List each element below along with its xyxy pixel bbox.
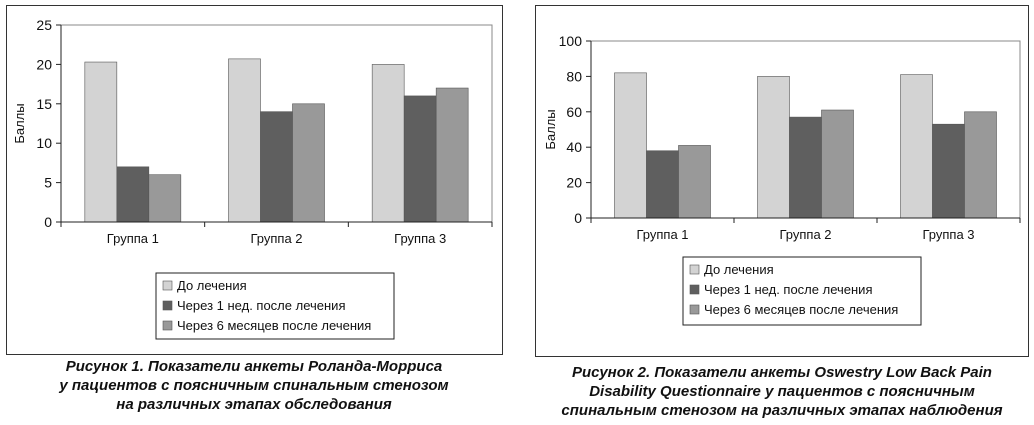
bar	[900, 74, 933, 219]
chart-2-caption-line: Рисунок 2. Показатели анкеты Oswestry Lo…	[572, 364, 992, 381]
bar	[435, 87, 469, 223]
chart-1-caption-line: у пациентов с поясничным спинальным стен…	[59, 377, 449, 394]
y-tick-label: 60	[566, 104, 582, 120]
y-tick-label: 80	[566, 68, 582, 84]
bar	[932, 123, 965, 219]
bar	[371, 64, 405, 223]
x-tick-label: Группа 1	[107, 231, 159, 246]
legend-entry: Через 6 месяцев после лечения	[177, 318, 371, 333]
legend-entry: Через 1 нед. после лечения	[177, 298, 345, 313]
y-tick-label: 20	[566, 175, 582, 191]
legend-swatch	[689, 264, 700, 275]
bar	[757, 76, 790, 219]
x-tick-label: Группа 1	[636, 227, 688, 242]
bar	[148, 174, 182, 223]
chart-1-caption-line: на различных этапах обследования	[116, 396, 392, 413]
chart-2-caption: Рисунок 2. Показатели анкеты Oswestry Lo…	[535, 363, 1029, 420]
chart-1-caption: Рисунок 1. Показатели анкеты Роланда-Мор…	[6, 357, 502, 414]
y-tick-label: 100	[559, 33, 583, 49]
y-tick-label: 5	[44, 175, 52, 191]
legend-entry: До лечения	[177, 278, 247, 293]
x-tick-label: Группа 3	[922, 227, 974, 242]
y-tick-label: 10	[36, 135, 52, 151]
legend	[155, 272, 395, 340]
chart-2-caption-line: Disability Questionnaire у пациентов с п…	[589, 383, 975, 400]
bar	[821, 109, 854, 219]
legend-entry: Через 1 нед. после лечения	[704, 282, 872, 297]
x-tick-label: Группа 2	[779, 227, 831, 242]
y-axis-label: Баллы	[543, 109, 558, 149]
x-tick-label: Группа 2	[250, 231, 302, 246]
chart-1-caption-line: Рисунок 1. Показатели анкеты Роланда-Мор…	[65, 358, 443, 375]
bar	[964, 111, 997, 219]
bar	[789, 116, 822, 219]
y-tick-label: 40	[566, 139, 582, 155]
chart-2: 0 20 40 60 80 100 Баллы Группа 1 Группа 2 Группа …	[543, 33, 1021, 326]
chart-1: 0 5 10 15 20 25 Баллы Группа 1 Группа 2 Группа 3 Д…	[12, 17, 493, 340]
chart-2-caption-line: спинальным стенозом на различных этапах …	[561, 402, 1003, 419]
y-tick-label: 15	[36, 96, 52, 112]
bar	[646, 150, 679, 219]
y-tick-label: 0	[44, 214, 52, 230]
bar	[403, 95, 437, 223]
y-tick-label: 25	[36, 17, 52, 33]
legend-swatch	[162, 300, 173, 311]
bar	[260, 111, 293, 223]
legend-swatch	[162, 280, 173, 291]
bar	[292, 103, 325, 223]
legend-swatch	[162, 320, 173, 331]
bar	[678, 145, 711, 219]
legend-entry: Через 6 месяцев после лечения	[704, 302, 898, 317]
y-tick-label: 0	[574, 210, 582, 226]
bar	[228, 58, 261, 223]
legend-swatch	[689, 304, 700, 315]
legend	[682, 256, 922, 326]
bar	[614, 72, 647, 219]
y-tick-label: 20	[36, 56, 52, 72]
y-axis-label: Баллы	[12, 103, 27, 143]
x-tick-label: Группа 3	[394, 231, 446, 246]
legend-swatch	[689, 284, 700, 295]
bar	[84, 61, 118, 223]
legend-entry: До лечения	[704, 262, 774, 277]
bar	[116, 166, 150, 223]
